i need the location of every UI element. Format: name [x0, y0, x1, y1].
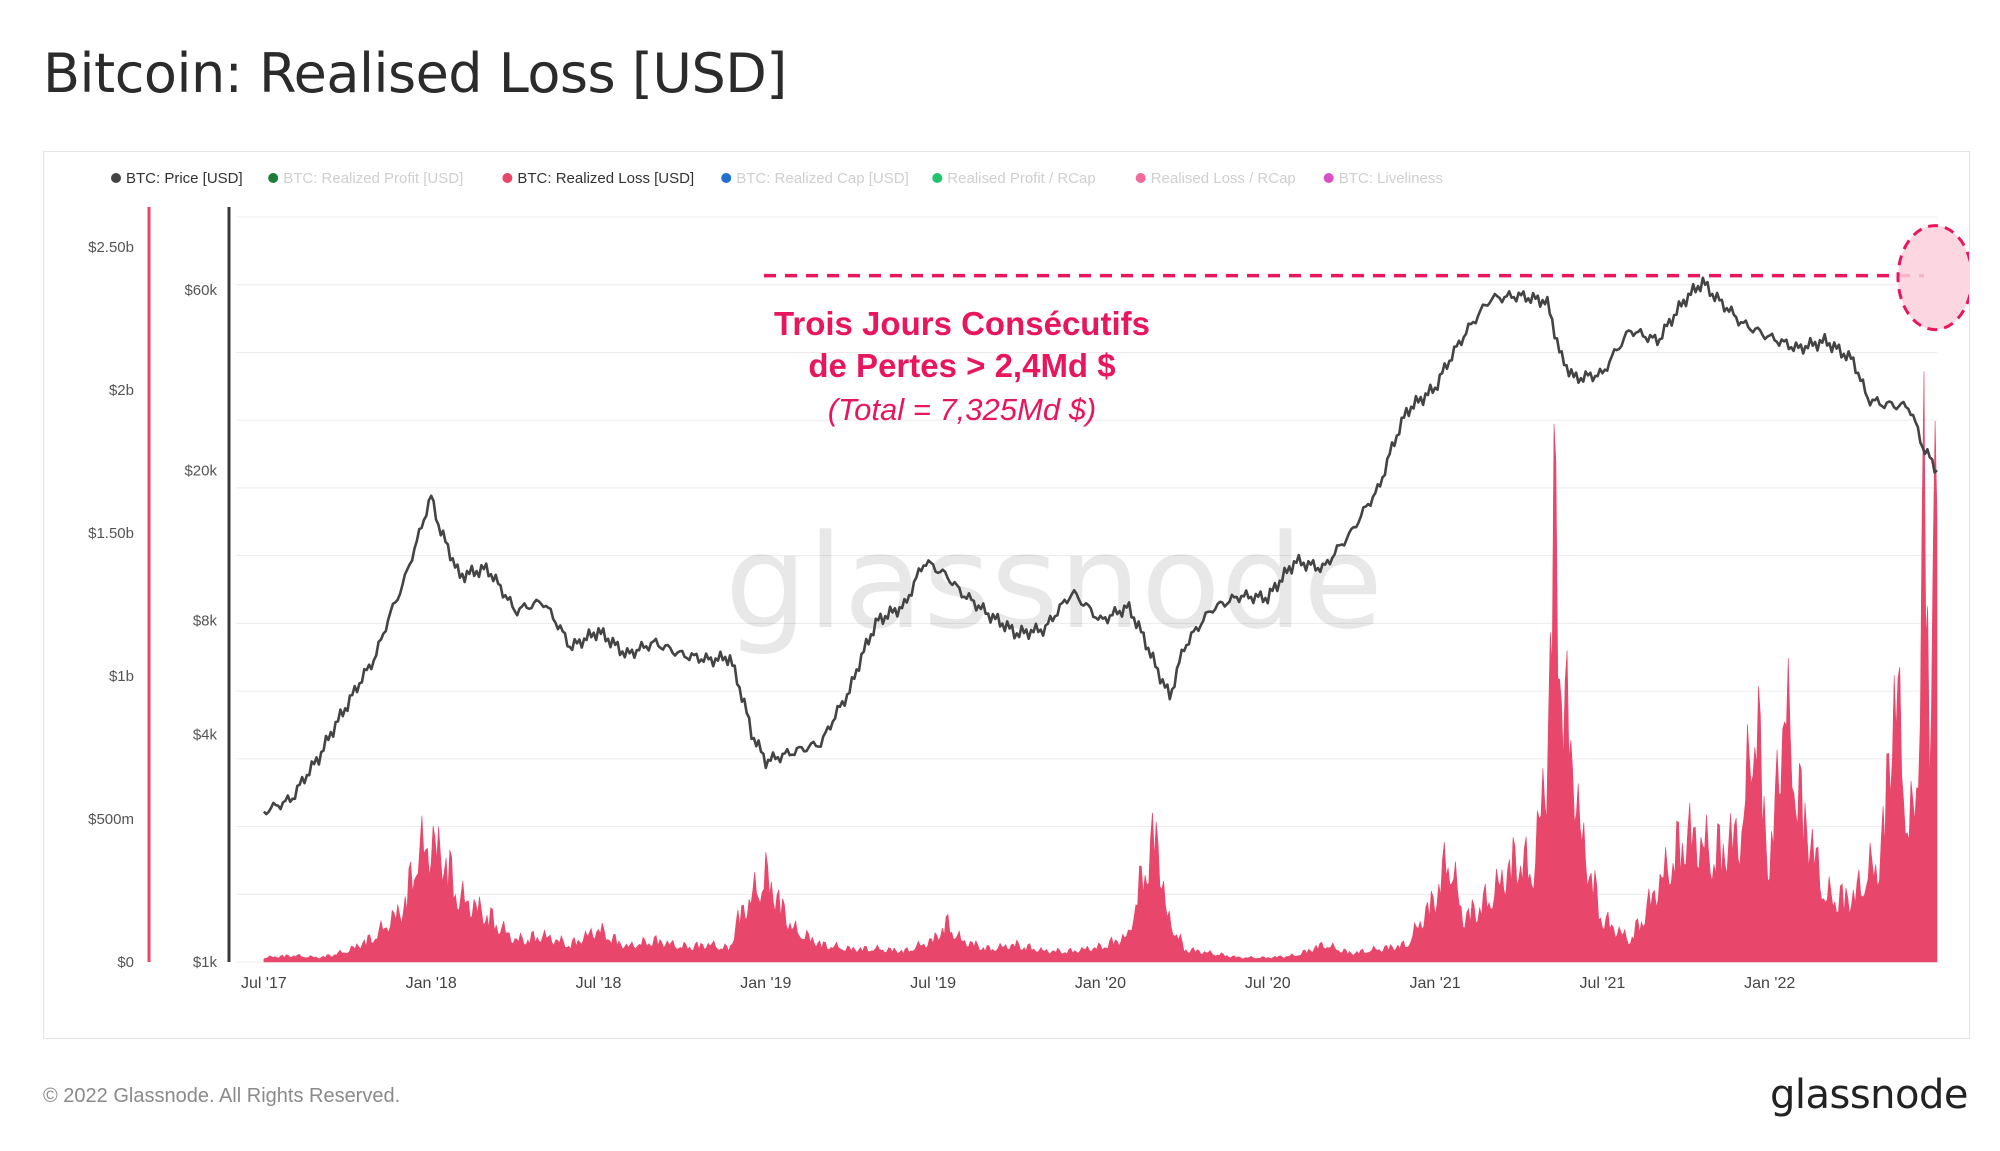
left-axis-tick-label: $0 — [117, 954, 134, 971]
legend-marker — [111, 173, 121, 183]
left-axis-tick-label: $1.50b — [88, 525, 134, 542]
price-axis-tick-label: $20k — [184, 462, 217, 479]
legend: BTC: Price [USD] BTC: Realized Profit [US… — [111, 170, 1443, 187]
x-axis-tick-label: Jul '17 — [241, 975, 287, 992]
price-axis-tick-label: $8k — [193, 613, 218, 630]
x-axis-tick-label: Jul '20 — [1245, 975, 1291, 992]
price-axis-tick-label: $4k — [193, 726, 218, 743]
legend-label: BTC: Realized Profit [USD] — [283, 170, 463, 187]
annotation-line-1: Trois Jours Consécutifs — [774, 305, 1150, 342]
legend-marker — [268, 173, 279, 183]
x-axis-tick-label: Jan '22 — [1744, 975, 1795, 992]
x-axis-tick-label: Jan '19 — [740, 975, 791, 992]
annotation-line-3: (Total = 7,325Md $) — [828, 392, 1097, 427]
price-axis-tick-label: $1k — [193, 954, 218, 971]
x-axis-tick-label: Jul '19 — [910, 975, 956, 992]
footer-copyright: © 2022 Glassnode. All Rights Reserved. — [43, 1085, 401, 1107]
x-axis-tick-label: Jul '18 — [576, 975, 622, 992]
left-axis-tick-label: $2b — [109, 382, 134, 399]
realized-loss-area — [263, 371, 1938, 963]
legend-label: BTC: Price [USD] — [126, 170, 243, 187]
legend-marker — [721, 173, 732, 183]
x-axis-tick-label: Jan '21 — [1410, 975, 1461, 992]
legend-label: Realised Loss / RCap — [1151, 170, 1296, 187]
legend-label: BTC: Liveliness — [1339, 170, 1443, 187]
chart-panel: glassnode $0 $500m $1b $1.50b $2b $2.50b $1k $4… — [43, 151, 1970, 1039]
left-axis-tick-label: $1b — [109, 668, 134, 685]
chart-svg: glassnode $0 $500m $1b $1.50b $2b $2.50b $1k $4… — [88, 170, 1969, 992]
loss-series-layer — [263, 371, 1938, 963]
btc-price-line — [262, 276, 1938, 816]
x-axis-tick-label: Jul '21 — [1580, 975, 1626, 992]
price-series-layer — [262, 276, 1938, 816]
legend-marker — [1135, 173, 1146, 183]
legend-label: BTC: Realized Cap [USD] — [736, 170, 909, 187]
footer-logo: glassnode — [1769, 1072, 1969, 1118]
annotation-layer: Trois Jours Consécutifs de Pertes > 2,4Md… — [764, 224, 1969, 427]
highlight-ellipse — [1896, 224, 1969, 332]
x-axis-tick-label: Jan '18 — [406, 975, 457, 992]
legend-marker — [502, 173, 513, 183]
legend-label: BTC: Realized Loss [USD] — [517, 170, 694, 187]
legend-marker — [932, 173, 943, 183]
left-axis-tick-label: $2.50b — [88, 239, 134, 256]
watermark-text: glassnode — [725, 506, 1383, 658]
price-axis-tick-label: $60k — [184, 282, 217, 299]
page-title: Bitcoin: Realised Loss [USD] — [43, 42, 787, 105]
legend-marker — [1323, 173, 1334, 183]
x-axis-tick-label: Jan '20 — [1075, 975, 1126, 992]
legend-label: Realised Profit / RCap — [947, 170, 1095, 187]
watermark-layer: glassnode — [725, 506, 1383, 658]
left-axis-tick-label: $500m — [88, 811, 134, 828]
axes-layer: $0 $500m $1b $1.50b $2b $2.50b $1k $4k $8k $20k $6… — [88, 207, 1795, 992]
annotation-line-2: de Pertes > 2,4Md $ — [808, 347, 1115, 384]
